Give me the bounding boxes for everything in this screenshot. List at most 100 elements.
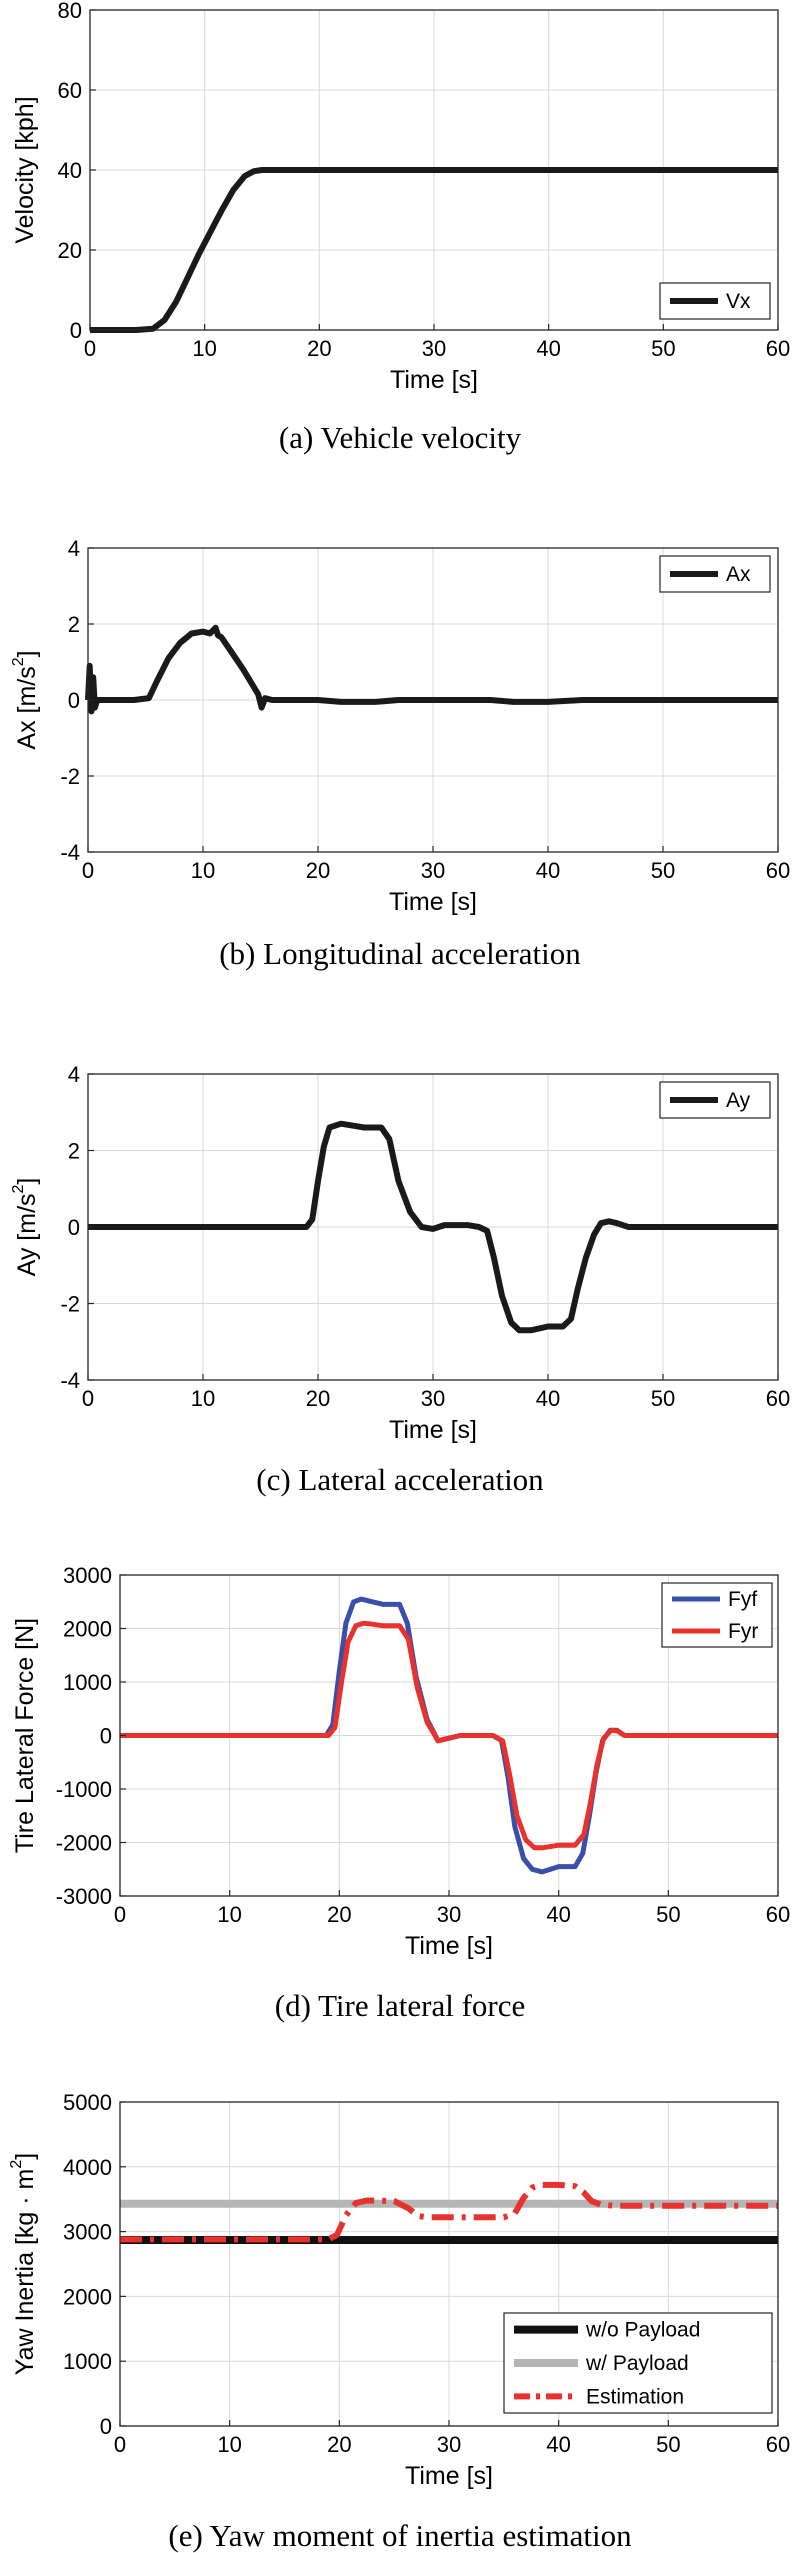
legend-label: Ay bbox=[726, 1089, 751, 1112]
legend-label: Ax bbox=[726, 563, 751, 586]
y-tick-label: 4 bbox=[68, 536, 80, 561]
legend-label: w/ Payload bbox=[585, 2352, 689, 2375]
x-axis-label: Time [s] bbox=[389, 888, 477, 916]
x-tick-label: 0 bbox=[114, 2432, 126, 2457]
legend: Fyf Fyr bbox=[661, 1582, 773, 1648]
y-tick-label: -2 bbox=[60, 764, 80, 789]
x-tick-label: 60 bbox=[766, 2432, 790, 2457]
y-tick-label: 2 bbox=[68, 1139, 80, 1164]
y-tick-label: -2 bbox=[60, 1292, 80, 1317]
y-tick-label: 0 bbox=[100, 1724, 112, 1749]
y-axis-label: Velocity [kph] bbox=[11, 96, 39, 243]
x-tick-label: 60 bbox=[766, 1386, 790, 1411]
y-tick-label: 1000 bbox=[63, 2349, 112, 2374]
figure-caption: (b) Longitudinal acceleration bbox=[219, 936, 581, 971]
x-tick-label: 30 bbox=[437, 2432, 461, 2457]
x-tick-label: 50 bbox=[651, 858, 675, 883]
legend: Ay bbox=[659, 1081, 771, 1119]
y-tick-label: 4000 bbox=[63, 2155, 112, 2180]
y-tick-label: 40 bbox=[58, 158, 82, 183]
x-tick-label: 20 bbox=[327, 2432, 351, 2457]
y-tick-label: 3000 bbox=[63, 2220, 112, 2245]
x-tick-label: 60 bbox=[766, 1902, 790, 1927]
y-tick-label: 2000 bbox=[63, 1617, 112, 1642]
chart-panel-0: 0 10 20 30 40 50 60 0 20 40 60 80 Time [s] Velocity [… bbox=[11, 0, 791, 455]
legend-label: Estimation bbox=[586, 2385, 684, 2408]
y-tick-label: 2000 bbox=[63, 2284, 112, 2309]
y-tick-label: 1000 bbox=[63, 1670, 112, 1695]
x-tick-label: 20 bbox=[306, 1386, 330, 1411]
series-line-fyr bbox=[120, 1620, 778, 1851]
y-tick-label: 3000 bbox=[63, 1563, 112, 1588]
y-axis-label: Ay [m/s2] bbox=[10, 1178, 40, 1277]
x-tick-label: 30 bbox=[421, 858, 445, 883]
x-tick-label: 20 bbox=[306, 858, 330, 883]
x-tick-label: 40 bbox=[546, 2432, 570, 2457]
y-tick-label: 0 bbox=[68, 688, 80, 713]
y-tick-label: -1000 bbox=[56, 1777, 112, 1802]
chart-panel-3: 0 10 20 30 40 50 60 -3000 -2000 -1000 0 1000 2000 300… bbox=[11, 1563, 791, 2023]
y-tick-label: 0 bbox=[70, 318, 82, 343]
legend-box bbox=[661, 1582, 773, 1648]
x-tick-label: 10 bbox=[217, 2432, 241, 2457]
y-axis-label: Ax [m/s2] bbox=[10, 650, 40, 749]
y-tick-label: 20 bbox=[58, 238, 82, 263]
x-tick-label: 10 bbox=[217, 1902, 241, 1927]
x-tick-label: 10 bbox=[191, 858, 215, 883]
x-tick-label: 0 bbox=[114, 1902, 126, 1927]
legend: w/o Payload w/ Payload Estimation bbox=[503, 2312, 773, 2414]
figure-caption: (c) Lateral acceleration bbox=[256, 1462, 544, 1497]
legend: Vx bbox=[659, 282, 771, 320]
y-tick-label: -4 bbox=[60, 1368, 80, 1393]
x-axis-label: Time [s] bbox=[405, 2462, 493, 2490]
x-axis-label: Time [s] bbox=[405, 1932, 493, 1960]
x-tick-label: 0 bbox=[84, 336, 96, 361]
x-axis-label: Time [s] bbox=[389, 1416, 477, 1444]
y-tick-label: -3000 bbox=[56, 1884, 112, 1909]
x-axis-label: Time [s] bbox=[390, 366, 478, 394]
y-axis-label: Yaw Inertia [kg · m2] bbox=[8, 2153, 38, 2375]
series-line-ay bbox=[88, 1120, 778, 1334]
y-tick-label: 5000 bbox=[63, 2090, 112, 2115]
x-tick-label: 50 bbox=[656, 2432, 680, 2457]
legend: Ax bbox=[659, 555, 771, 593]
x-tick-label: 40 bbox=[546, 1902, 570, 1927]
series-line-vx bbox=[90, 167, 778, 333]
y-tick-label: 0 bbox=[68, 1215, 80, 1240]
x-tick-label: 30 bbox=[421, 1386, 445, 1411]
y-tick-label: 0 bbox=[100, 2414, 112, 2439]
series-line-estimation bbox=[120, 2181, 778, 2243]
x-tick-label: 10 bbox=[192, 336, 216, 361]
y-tick-label: 4 bbox=[68, 1062, 80, 1087]
x-tick-label: 50 bbox=[651, 336, 675, 361]
legend-label: Fyf bbox=[728, 1588, 757, 1611]
figure-caption: (a) Vehicle velocity bbox=[279, 420, 522, 455]
x-tick-label: 30 bbox=[437, 1902, 461, 1927]
y-tick-label: 60 bbox=[58, 78, 82, 103]
x-tick-label: 20 bbox=[327, 1902, 351, 1927]
x-tick-label: 60 bbox=[766, 858, 790, 883]
y-tick-label: -4 bbox=[60, 840, 80, 865]
figure-caption: (e) Yaw moment of inertia estimation bbox=[168, 2518, 632, 2553]
x-tick-label: 50 bbox=[651, 1386, 675, 1411]
x-tick-label: 20 bbox=[307, 336, 331, 361]
figure-caption: (d) Tire lateral force bbox=[275, 1988, 525, 2023]
y-tick-label: 2 bbox=[68, 612, 80, 637]
x-tick-label: 60 bbox=[766, 336, 790, 361]
x-tick-label: 40 bbox=[536, 336, 560, 361]
legend-label: Vx bbox=[726, 290, 751, 313]
x-tick-label: 0 bbox=[82, 1386, 94, 1411]
y-tick-label: 80 bbox=[58, 0, 82, 23]
legend-label: w/o Payload bbox=[585, 2319, 700, 2342]
chart-panel-1: 0 10 20 30 40 50 60 -4 -2 0 2 4 Time [s] Ax [m/s2] Ax (… bbox=[10, 536, 790, 971]
x-tick-label: 10 bbox=[191, 1386, 215, 1411]
y-axis-label: Tire Lateral Force [N] bbox=[11, 1618, 39, 1853]
x-tick-label: 30 bbox=[422, 336, 446, 361]
chart-panel-2: 0 10 20 30 40 50 60 -4 -2 0 2 4 Time [s] Ay [m/s2] Ay (… bbox=[10, 1062, 790, 1497]
y-tick-label: -2000 bbox=[56, 1831, 112, 1856]
x-tick-label: 40 bbox=[536, 858, 560, 883]
series-line-ax bbox=[85, 624, 778, 715]
x-tick-label: 40 bbox=[536, 1386, 560, 1411]
x-tick-label: 50 bbox=[656, 1902, 680, 1927]
